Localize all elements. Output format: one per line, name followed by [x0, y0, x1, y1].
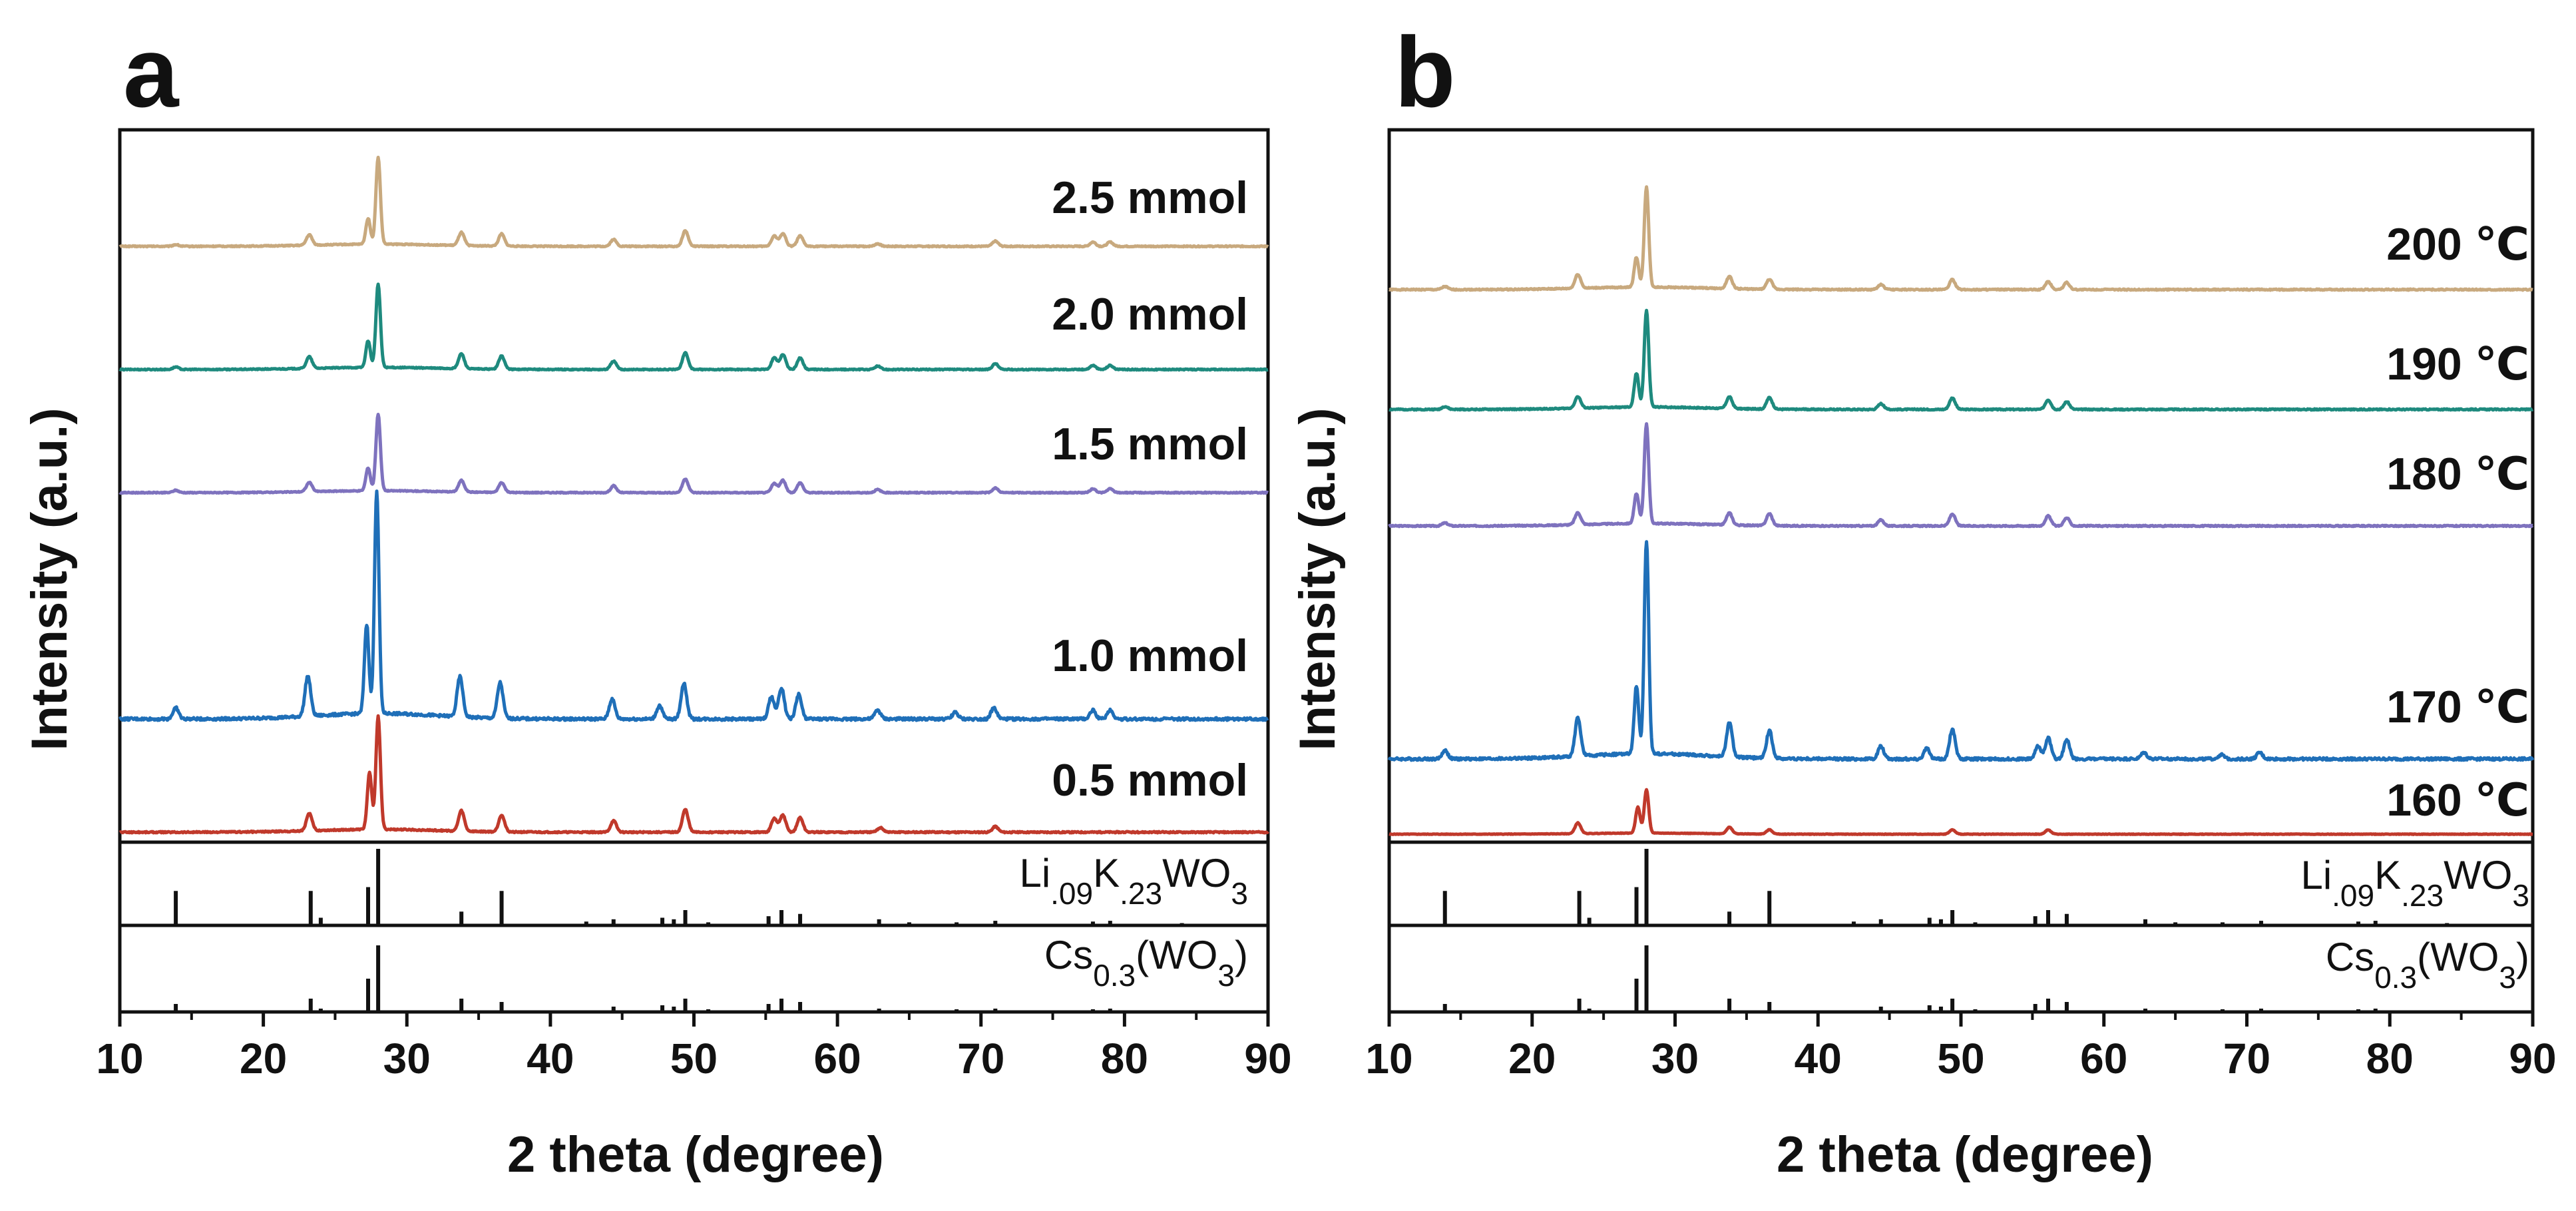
x-tick-label-8: 90 — [1244, 1035, 1291, 1083]
series-line-4 — [1388, 788, 2534, 836]
panel-b-plot: 200 ℃ 190 ℃ 180 ℃ 170 ℃ 160 ℃ Li.09K.23WO3 Cs0… — [1387, 128, 2535, 1014]
x-tick-label-5: 60 — [814, 1035, 861, 1083]
series-label-2: 180 ℃ — [2386, 449, 2529, 499]
panel-b-x-ticks: 10 20 30 40 50 60 70 80 90 — [1365, 1012, 2557, 1083]
series-line-3 — [1387, 540, 2535, 762]
x-tick-label-6: 70 — [957, 1035, 1004, 1083]
series-label-3: 170 ℃ — [2386, 682, 2529, 732]
panel-b-letter: b — [1395, 16, 1456, 128]
x-tick-label-7: 80 — [1101, 1035, 1148, 1083]
x-tick-label-3: 40 — [1795, 1035, 1842, 1083]
series-line-1 — [118, 282, 1269, 372]
x-tick-label-2: 30 — [383, 1035, 431, 1083]
panel-a-x-ticks: 10 20 30 40 50 60 70 80 90 — [96, 1012, 1292, 1083]
series-label-1: 190 ℃ — [2386, 339, 2529, 389]
x-tick-label-1: 20 — [240, 1035, 287, 1083]
panel-a-plot: 2.5 mmol 2.0 mmol 1.5 mmol 1.0 mmol 0.5 mmol… — [118, 128, 1270, 1014]
series-label-1: 2.0 mmol — [1052, 289, 1248, 340]
series-line-4 — [118, 714, 1269, 835]
x-tick-label-3: 40 — [527, 1035, 574, 1083]
x-tick-label-4: 50 — [1937, 1035, 1984, 1083]
x-tick-label-6: 70 — [2223, 1035, 2270, 1083]
x-tick-label-0: 10 — [1365, 1035, 1412, 1083]
x-tick-label-0: 10 — [96, 1035, 143, 1083]
x-tick-label-2: 30 — [1651, 1035, 1699, 1083]
series-line-3 — [118, 489, 1269, 722]
plot-frame-main — [118, 128, 1270, 844]
x-tick-label-4: 50 — [670, 1035, 718, 1083]
panel-a-ylabel: Intensity (a.u.) — [21, 407, 78, 750]
x-tick-label-5: 60 — [2080, 1035, 2127, 1083]
series-line-0 — [118, 155, 1269, 249]
panel-a: a Intensity (a.u.) 2 theta (degree) 2.5 … — [21, 16, 1292, 1183]
series-line-1 — [1388, 308, 2534, 412]
series-label-2: 1.5 mmol — [1052, 419, 1248, 469]
series-label-0: 200 ℃ — [2386, 219, 2529, 270]
series-label-4: 160 ℃ — [2386, 775, 2529, 826]
x-tick-label-8: 90 — [2509, 1035, 2556, 1083]
series-line-2 — [1388, 422, 2534, 529]
ref-label-1: Cs0.3(WO3) — [2326, 935, 2529, 995]
series-line-2 — [118, 413, 1269, 495]
x-tick-label-1: 20 — [1508, 1035, 1556, 1083]
panel-b-xlabel: 2 theta (degree) — [1777, 1126, 2153, 1183]
series-line-0 — [1388, 185, 2534, 292]
ref-label-1: Cs0.3(WO3) — [1044, 933, 1248, 993]
x-tick-label-7: 80 — [2366, 1035, 2414, 1083]
series-label-3: 1.0 mmol — [1052, 630, 1248, 681]
panel-b: b Intensity (a.u.) 2 theta (degree) 200 … — [1289, 16, 2557, 1183]
series-label-0: 2.5 mmol — [1052, 172, 1248, 223]
panel-b-ylabel: Intensity (a.u.) — [1289, 407, 1346, 750]
ref-label-0: Li.09K.23WO3 — [1019, 851, 1248, 911]
ref-label-0: Li.09K.23WO3 — [2300, 853, 2529, 913]
plot-frame-main — [1387, 128, 2535, 844]
panel-a-letter: a — [123, 16, 180, 128]
series-label-4: 0.5 mmol — [1052, 755, 1248, 806]
panel-a-xlabel: 2 theta (degree) — [507, 1126, 884, 1183]
